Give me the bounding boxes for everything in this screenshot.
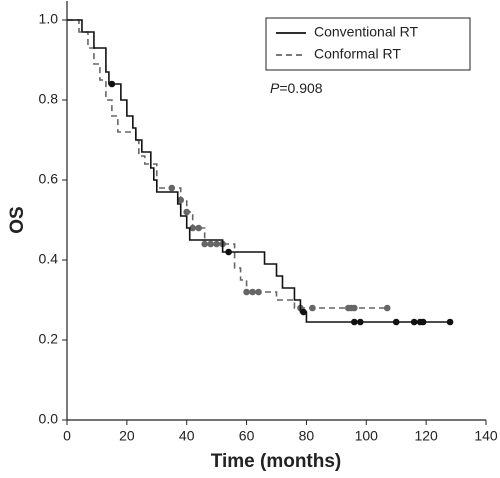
censor-mark: [225, 248, 232, 256]
censor-mark: [249, 288, 256, 296]
x-tick-label: 80: [299, 428, 315, 444]
legend-box: [265, 17, 471, 71]
x-tick-label: 60: [239, 428, 255, 444]
p-value: P=0.908: [270, 80, 323, 96]
censor-mark: [243, 288, 250, 296]
censor-mark: [108, 80, 116, 88]
censor-mark: [392, 318, 400, 326]
x-axis-title: Time (months): [211, 451, 342, 472]
censor-mark: [168, 184, 176, 192]
censor-mark: [195, 224, 202, 232]
legend-label: Conventional RT: [314, 24, 418, 40]
censor-mark: [419, 318, 427, 326]
censor-mark: [300, 308, 307, 316]
censor-mark: [446, 318, 454, 326]
censor-mark: [410, 318, 418, 326]
legend: Conventional RT Conformal RT: [265, 17, 471, 71]
censor-mark: [351, 318, 358, 326]
x-tick-label: 100: [355, 428, 379, 444]
p-symbol: P: [270, 80, 280, 96]
y-tick-label: 0.8: [39, 91, 59, 107]
y-tick-label: 0.4: [39, 251, 59, 267]
y-tick-label: 0.2: [39, 331, 59, 347]
censor-mark: [207, 240, 214, 248]
x-tick-label: 0: [63, 428, 71, 444]
censor-mark: [177, 196, 185, 204]
x-tick-label: 20: [119, 428, 135, 444]
y-tick-label: 0.0: [39, 411, 59, 427]
legend-label: Conformal RT: [314, 46, 401, 62]
censor-mark: [383, 304, 391, 312]
x-tick-label: 120: [414, 428, 438, 444]
censor-mark: [183, 208, 191, 216]
censor-mark: [309, 304, 316, 312]
y-tick-label: 0.6: [39, 171, 59, 187]
x-tick-label: 140: [474, 428, 498, 444]
censor-mark: [357, 318, 364, 326]
censor-mark: [351, 304, 358, 312]
p-text: =0.908: [279, 80, 322, 96]
survival-curve: [67, 19, 388, 309]
y-tick-label: 1.0: [39, 11, 59, 27]
censor-mark: [189, 224, 196, 232]
x-tick-label: 40: [179, 428, 195, 444]
censor-mark: [201, 240, 208, 248]
censor-mark: [255, 288, 262, 296]
y-axis-title: OS: [7, 206, 28, 233]
censor-mark: [213, 240, 220, 248]
